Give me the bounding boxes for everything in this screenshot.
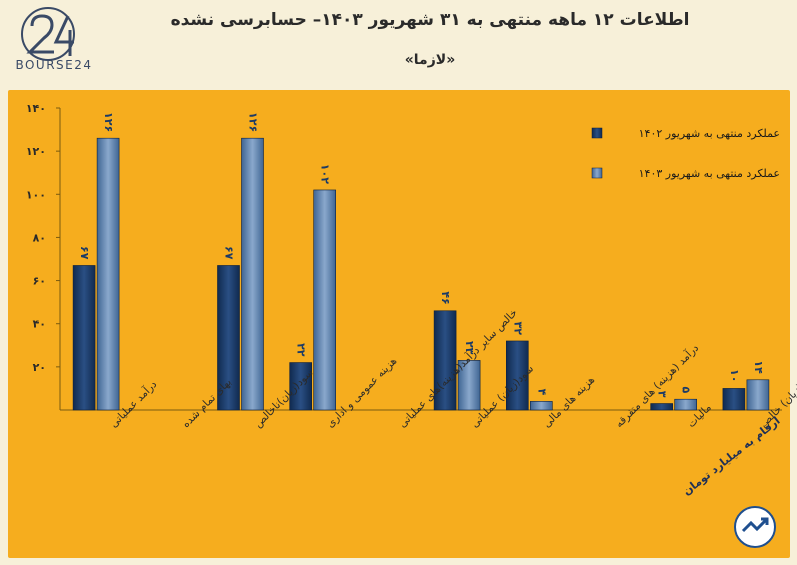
bar-value-label: ۱۰۲ [319, 164, 332, 184]
y-tick-label: ۱۲۰ [26, 145, 46, 158]
bar [289, 362, 313, 411]
bourse24-corner-icon [734, 506, 776, 548]
y-tick-label: ۱۰۰ [26, 188, 46, 201]
y-tick-label: ۴۰ [33, 318, 46, 331]
chart-subtitle: «لازما» [404, 52, 456, 68]
y-tick-label: ۱۴۰ [26, 102, 46, 115]
bar-value-label: ۱۲۶ [102, 112, 115, 132]
bar [529, 401, 553, 411]
legend-label: عملکرد منتهی به شهریور ۱۴۰۳ [639, 167, 780, 180]
legend-label: عملکرد منتهی به شهریور ۱۴۰۲ [639, 127, 780, 140]
bar-value-label: ۳ [656, 391, 669, 398]
bar-value-label: ۳۲ [511, 322, 524, 336]
bar-value-label: ۲۳ [463, 341, 476, 355]
bar [674, 398, 698, 411]
bar [505, 340, 529, 411]
legend-swatch [591, 167, 603, 179]
bar-value-label: ۲۲ [295, 343, 308, 357]
bar-value-label: ۶۷ [78, 246, 91, 260]
chart-title: اطلاعات ۱۲ ماهه منتهی به ۳۱ شهریور ۱۴۰۳–… [170, 10, 690, 30]
bar-value-label: ۱۰ [728, 369, 741, 382]
y-tick-label: ۸۰ [33, 231, 46, 244]
bar [650, 403, 674, 411]
bourse24-logo [21, 7, 75, 61]
plot-area [60, 108, 782, 412]
bar [457, 360, 481, 411]
bar-value-label: ۴۶ [439, 291, 452, 304]
legend-swatch [591, 127, 603, 139]
bar [722, 388, 746, 411]
y-tick-label: ۶۰ [33, 275, 46, 288]
bar [96, 137, 120, 411]
bar-value-label: ۱۴ [752, 360, 765, 374]
bar [746, 379, 770, 411]
bar [217, 265, 240, 411]
bar [433, 310, 457, 411]
bar-value-label: ۴ [535, 389, 548, 396]
y-tick-label: ۲۰ [33, 361, 46, 374]
bar-value-label: ۶۷ [223, 246, 236, 260]
bar [313, 189, 337, 411]
bar [241, 137, 264, 411]
bar-value-label: ۵ [680, 386, 693, 393]
bar-value-label: ۱۲۶ [247, 112, 260, 132]
bar [72, 265, 96, 411]
logo-text: BOURSE24 [15, 58, 93, 72]
